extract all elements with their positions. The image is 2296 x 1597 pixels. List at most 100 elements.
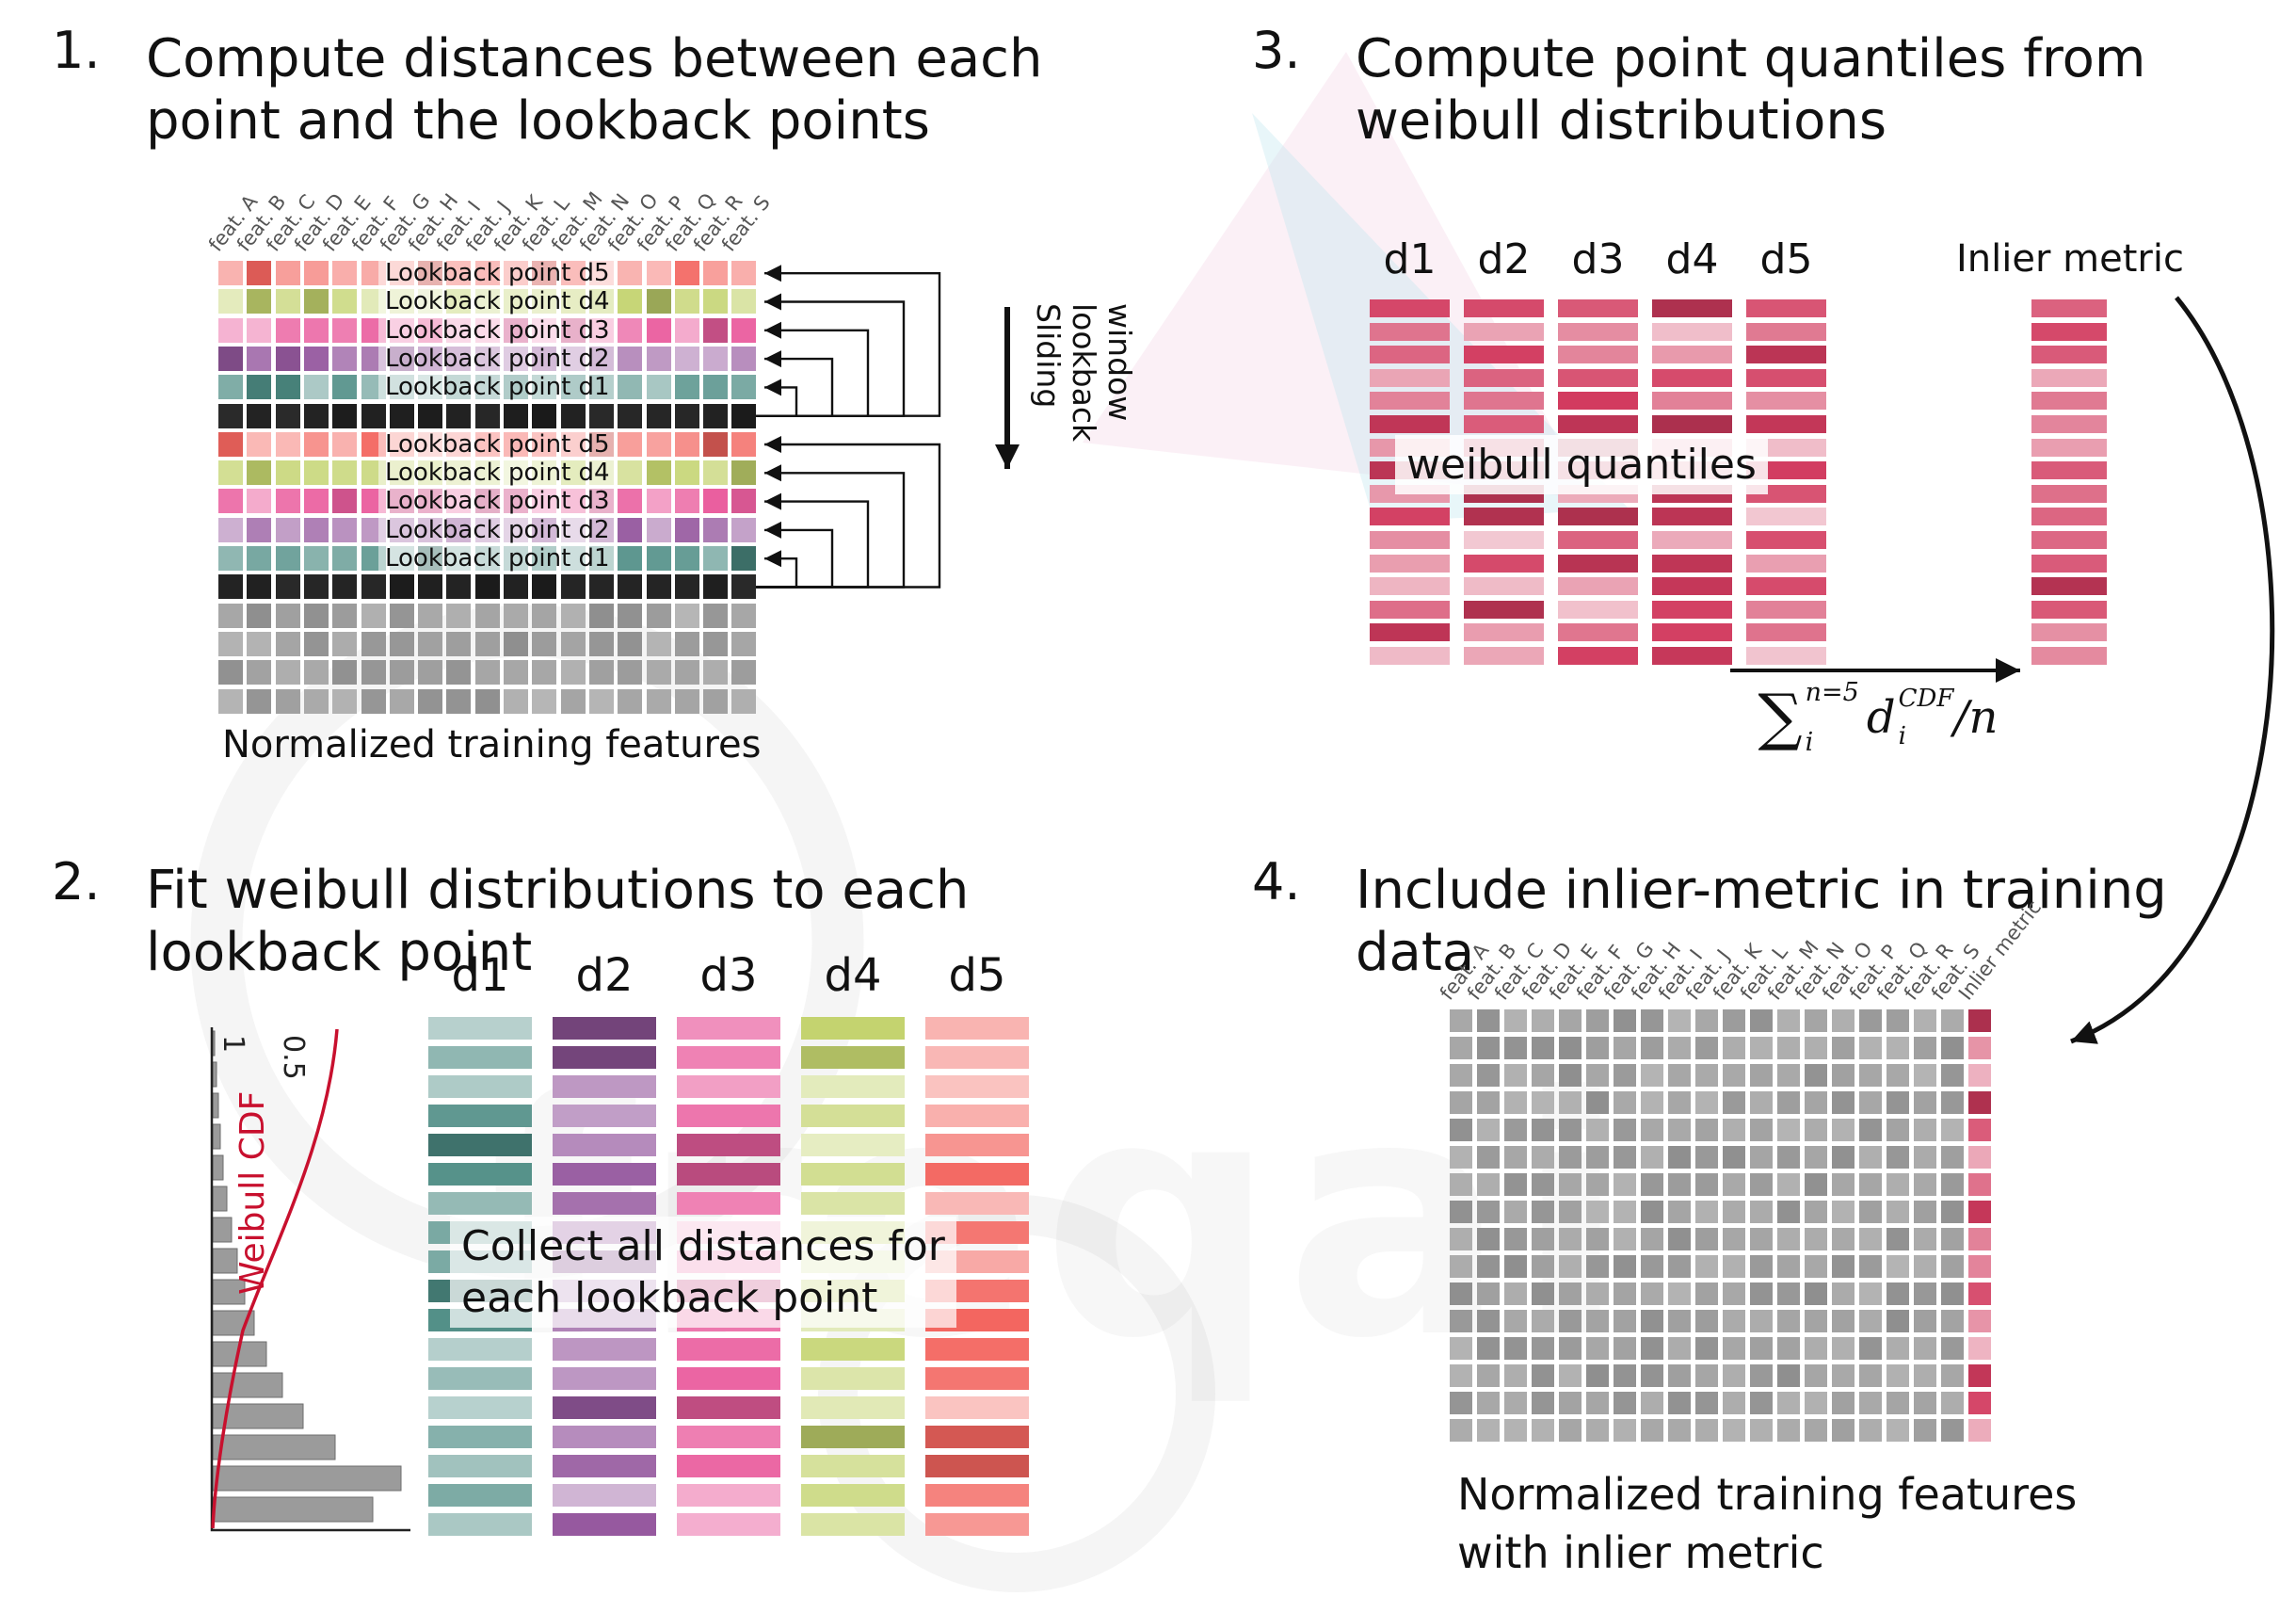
histogram-bar: [212, 1217, 233, 1243]
feature-cell: [618, 403, 643, 428]
feature-cell: [1777, 1119, 1800, 1141]
feature-cell: [1586, 1228, 1609, 1250]
feature-cell: [1641, 1364, 1663, 1387]
feature-cell: [1832, 1392, 1854, 1414]
feature-cell: [418, 289, 443, 315]
feature-cell: [1805, 1392, 1827, 1414]
feature-cell: [1750, 1228, 1773, 1250]
feature-cell: [1723, 1337, 1745, 1360]
feature-cell: [1504, 1228, 1527, 1250]
feature-cell: [1805, 1337, 1827, 1360]
feature-cell: [646, 631, 671, 656]
feature-cell: [1723, 1282, 1745, 1305]
feature-cell: [674, 346, 699, 371]
feature-cell: [618, 317, 643, 343]
feature-cell: [504, 317, 528, 343]
feature-cell: [1723, 1201, 1745, 1223]
feature-cell: [504, 431, 528, 457]
panel3-title: Compute point quantiles from weibull dis…: [1356, 28, 2145, 153]
feature-cell: [1614, 1009, 1636, 1032]
feature-cell: [731, 574, 757, 600]
feature-cell: [1559, 1009, 1582, 1032]
feature-cell: [446, 431, 472, 457]
feature-cell: [275, 460, 300, 486]
feature-cell: [1777, 1009, 1800, 1032]
feature-cell: [1559, 1064, 1582, 1087]
feature-cell: [1532, 1173, 1554, 1196]
feature-cell: [560, 631, 586, 656]
feature-cell: [1614, 1201, 1636, 1223]
feature-cell: [1504, 1064, 1527, 1087]
feature-cell: [303, 546, 329, 571]
feature-cell: [332, 489, 358, 514]
variable-subscript: i: [1898, 722, 1906, 750]
feature-cell: [1914, 1064, 1936, 1087]
feature-cell: [1914, 1364, 1936, 1387]
feature-cell: [1614, 1255, 1636, 1278]
feature-cell: [1914, 1337, 1936, 1360]
feature-cell: [218, 375, 243, 400]
feature-cell: [218, 631, 243, 656]
feature-cell: [1559, 1091, 1582, 1114]
feature-cell: [504, 289, 528, 315]
feature-cell: [1477, 1201, 1500, 1223]
feature-cell: [332, 574, 358, 600]
feature-cell: [1477, 1364, 1500, 1387]
feature-cell: [1859, 1173, 1882, 1196]
panel1-caption: Normalized training features: [222, 723, 762, 766]
feature-cell: [1614, 1419, 1636, 1442]
feature-cell: [532, 261, 557, 285]
histogram-bar: [212, 1123, 221, 1150]
feature-cell: [1832, 1173, 1854, 1196]
feature-cell: [418, 546, 443, 571]
feature-cell: [1504, 1037, 1527, 1059]
feature-cell: [1504, 1337, 1527, 1360]
feature-cell: [303, 603, 329, 628]
feature-cell: [1504, 1146, 1527, 1169]
feature-cell: [1477, 1009, 1500, 1032]
feature-cell: [1504, 1173, 1527, 1196]
feature-cell: [1614, 1119, 1636, 1141]
feature-cell: [361, 631, 386, 656]
feature-cell: [1668, 1146, 1691, 1169]
feature-cell: [1750, 1173, 1773, 1196]
feature-cell: [1859, 1091, 1882, 1114]
feature-cell: [474, 688, 500, 714]
feature-cell: [731, 346, 757, 371]
feature-cell: [1914, 1255, 1936, 1278]
feature-cell: [1641, 1119, 1663, 1141]
feature-cell: [474, 631, 500, 656]
feature-cell: [588, 317, 614, 343]
feature-cell: [646, 346, 671, 371]
feature-cell: [474, 517, 500, 542]
feature-cell: [389, 688, 414, 714]
feature-cell: [474, 403, 500, 428]
feature-cell: [1859, 1337, 1882, 1360]
inlier-metric-cell: [1968, 1173, 1991, 1196]
feature-cell: [1750, 1009, 1773, 1032]
feature-cell: [560, 688, 586, 714]
feature-cell: [1887, 1009, 1909, 1032]
feature-cell: [504, 546, 528, 571]
feature-cell: [588, 631, 614, 656]
panel2-overlay-text: Collect all distances for each lookback …: [450, 1217, 956, 1328]
feature-cell: [332, 403, 358, 428]
watermark-swirl: [818, 1195, 1215, 1592]
feature-cell: [1532, 1146, 1554, 1169]
feature-cell: [1695, 1037, 1718, 1059]
feature-cell: [1586, 1064, 1609, 1087]
feature-cell: [361, 289, 386, 315]
panel4-title-line1: Include inlier-metric in training: [1356, 860, 2167, 921]
feature-cell: [1532, 1009, 1554, 1032]
feature-cell: [1695, 1119, 1718, 1141]
feature-cell: [1695, 1337, 1718, 1360]
feature-cell: [1805, 1364, 1827, 1387]
feature-cell: [1586, 1364, 1609, 1387]
feature-cell: [418, 317, 443, 343]
feature-cell: [1586, 1173, 1609, 1196]
feature-cell: [418, 688, 443, 714]
feature-cell: [389, 261, 414, 285]
feature-cell: [1777, 1310, 1800, 1332]
feature-cell: [731, 489, 757, 514]
feature-cell: [218, 517, 243, 542]
